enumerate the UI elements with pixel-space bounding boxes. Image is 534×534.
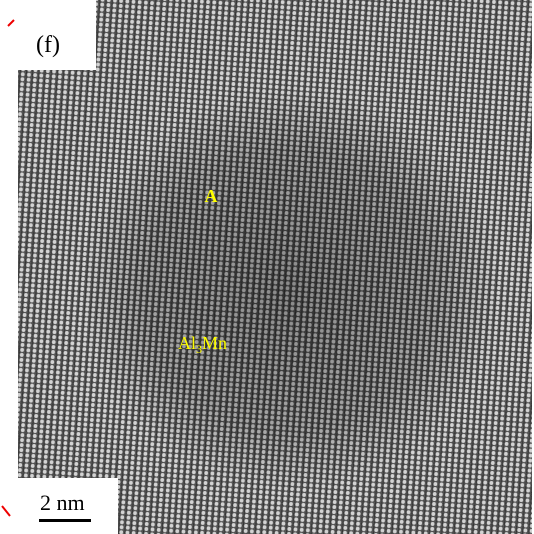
corner-mark [2, 20, 14, 516]
annotation: Al3Mn [178, 333, 227, 356]
annotation-part: Mn [202, 333, 227, 353]
hrtem-image [18, 0, 532, 534]
annotation: A [205, 186, 218, 206]
scale-bar [39, 519, 91, 522]
panel-label: (f) [36, 32, 60, 58]
scale-bar-label: 2 nm [40, 490, 85, 515]
page: {"panel_label": "(f)", "annotations": [ … [0, 0, 534, 534]
micrograph-figure: (f) A Al3Mn 2 nm [0, 0, 534, 534]
annotation-part: Al [178, 333, 196, 353]
